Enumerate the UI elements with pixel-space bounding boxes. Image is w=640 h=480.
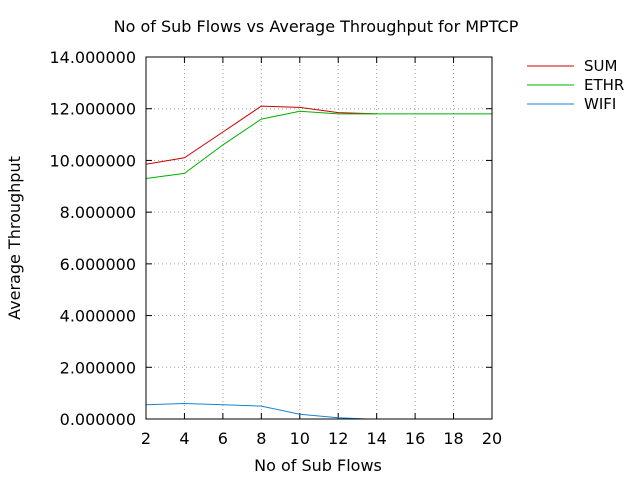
series-line-ethr bbox=[145, 110, 492, 179]
grid-lines bbox=[146, 57, 492, 419]
plot-area-frame bbox=[145, 56, 493, 420]
y-tick-label: 6.000000 bbox=[60, 255, 136, 274]
x-tick-label: 14 bbox=[366, 429, 386, 448]
y-tick-label: 4.000000 bbox=[60, 307, 136, 326]
chart-title: No of Sub Flows vs Average Throughput fo… bbox=[114, 17, 519, 36]
x-tick-label: 12 bbox=[328, 429, 348, 448]
y-tick-label: 14.000000 bbox=[49, 48, 136, 67]
series-line-sum bbox=[145, 105, 377, 165]
x-tick-label: 4 bbox=[179, 429, 189, 448]
x-tick-label: 10 bbox=[290, 429, 310, 448]
x-axis-ticks: 2 4 6 8 10 12 14 16 18 20 bbox=[141, 57, 502, 448]
legend-label-wifi: WIFI bbox=[584, 95, 616, 113]
y-axis-ticks: 0.000000 2.000000 4.000000 6.000000 8.000000… bbox=[49, 48, 492, 429]
y-tick-label: 0.000000 bbox=[60, 410, 136, 429]
series-line-wifi bbox=[145, 402, 368, 420]
legend-label-sum: SUM bbox=[584, 57, 617, 75]
legend-label-ethr: ETHR bbox=[584, 76, 624, 94]
x-tick-label: 2 bbox=[141, 429, 151, 448]
x-tick-label: 8 bbox=[256, 429, 266, 448]
series-lines bbox=[145, 105, 492, 420]
y-tick-label: 12.000000 bbox=[49, 100, 136, 119]
x-tick-label: 20 bbox=[482, 429, 502, 448]
x-tick-label: 18 bbox=[443, 429, 463, 448]
y-tick-label: 10.000000 bbox=[49, 151, 136, 170]
x-tick-label: 6 bbox=[218, 429, 228, 448]
x-tick-label: 16 bbox=[405, 429, 425, 448]
y-axis-title: Average Throughput bbox=[5, 156, 24, 320]
y-tick-label: 8.000000 bbox=[60, 203, 136, 222]
x-axis-title: No of Sub Flows bbox=[254, 456, 382, 475]
y-tick-label: 2.000000 bbox=[60, 358, 136, 377]
